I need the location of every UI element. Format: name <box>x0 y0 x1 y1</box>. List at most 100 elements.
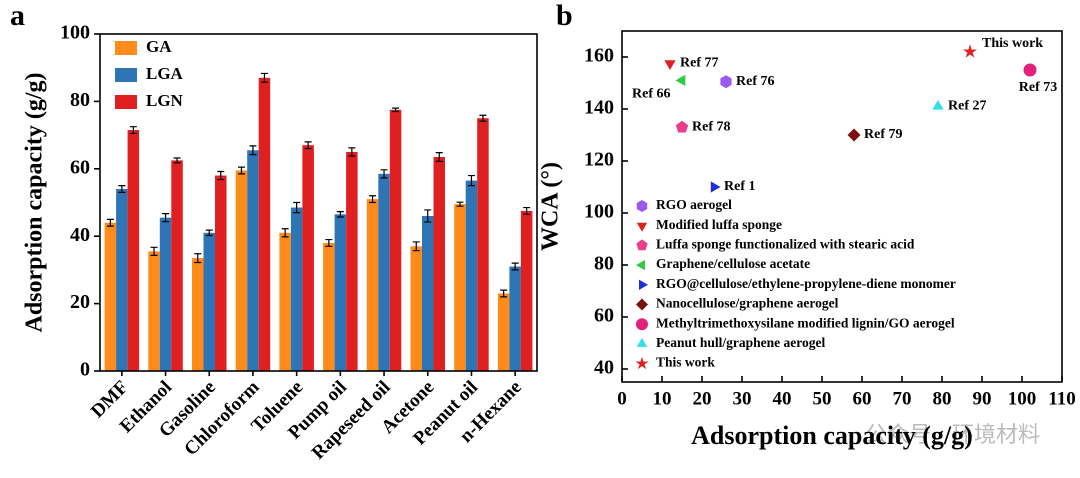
error-bar <box>237 166 245 175</box>
point <box>675 120 689 133</box>
x-tick-label: 50 <box>813 388 832 409</box>
point <box>675 74 686 86</box>
bar <box>465 180 478 371</box>
legend-label: RGO@cellulose/ethylene-propylene-diene m… <box>656 276 956 291</box>
plot-frame <box>621 30 1063 383</box>
point-label: Ref 66 <box>632 87 671 102</box>
bar <box>116 189 128 371</box>
y-tick-label: 0 <box>80 359 90 381</box>
bar <box>454 204 466 371</box>
error-bar <box>194 253 202 264</box>
error-bar <box>392 107 400 113</box>
legend-marker <box>636 239 648 251</box>
error-bar <box>281 228 289 238</box>
point-label: Ref 73 <box>1019 80 1058 95</box>
y-tick-label: 100 <box>584 201 614 223</box>
y-tick-label: 160 <box>584 45 614 67</box>
y-tick-label: 140 <box>584 97 614 119</box>
legend-marker <box>636 337 648 347</box>
error-bar <box>523 206 531 215</box>
bar <box>422 215 434 371</box>
point-label: Ref 77 <box>680 56 719 71</box>
legend-label: LGN <box>146 91 184 110</box>
error-bar <box>467 174 475 187</box>
legend-label: Methyltrimethoxysilane modified lignin/G… <box>656 315 955 330</box>
point-label: This work <box>982 36 1043 51</box>
error-bar <box>106 218 114 227</box>
point <box>710 181 721 193</box>
plot-frame <box>99 33 538 372</box>
y-tick-label: 20 <box>70 291 90 313</box>
bar <box>366 199 379 371</box>
error-bar <box>173 157 181 164</box>
legend-swatch <box>115 68 137 82</box>
bar <box>127 130 140 371</box>
x-tick-label: 0 <box>617 388 627 409</box>
legend-label: Luffa sponge functionalized with stearic… <box>656 236 915 251</box>
y-tick-label: 40 <box>594 357 614 379</box>
error-bar <box>205 229 213 237</box>
x-tick-label: 60 <box>853 388 872 409</box>
y-tick-label: 100 <box>60 22 90 44</box>
x-tick-label: 20 <box>693 388 712 409</box>
y-tick-label: 40 <box>70 224 90 246</box>
x-tick-label: 110 <box>1048 388 1075 409</box>
y-tick-label: 120 <box>584 149 614 171</box>
bar <box>159 217 172 371</box>
point-label: Ref 76 <box>736 74 775 89</box>
legend-marker <box>636 298 648 311</box>
y-tick-label: 60 <box>70 156 90 178</box>
legend-label: LGA <box>146 64 184 83</box>
y-tick-label: 60 <box>594 305 614 327</box>
error-bar <box>456 201 464 207</box>
watermark: 公众号 · 环境材料 <box>865 423 1040 448</box>
legend-swatch <box>115 95 137 109</box>
error-bar <box>150 246 158 257</box>
bar <box>410 246 422 371</box>
bar <box>323 242 335 371</box>
legend-swatch <box>115 41 137 55</box>
bar <box>378 173 390 371</box>
x-tick-label: 30 <box>733 388 752 409</box>
legend-label: RGO aerogel <box>656 197 732 212</box>
bar <box>215 175 227 371</box>
bar <box>433 157 445 371</box>
bar <box>235 170 248 371</box>
x-axis-label: Adsorption capacity (g/g) <box>691 421 973 450</box>
point-label: Ref 1 <box>724 179 756 194</box>
error-bar <box>336 210 344 218</box>
legend-label: Nanocellulose/graphene aerogel <box>656 296 839 311</box>
error-bar <box>260 72 268 83</box>
error-bar <box>369 195 377 204</box>
x-tick-label: 40 <box>773 388 792 409</box>
bar <box>346 151 358 371</box>
error-bar <box>412 241 420 252</box>
bar <box>258 77 271 371</box>
error-bar <box>293 201 301 214</box>
x-tick-label: 100 <box>1008 388 1037 409</box>
bar <box>247 150 259 371</box>
bar <box>334 214 347 371</box>
error-bar <box>435 152 443 162</box>
bar <box>290 207 303 371</box>
point <box>720 75 732 89</box>
bar <box>520 210 533 371</box>
y-axis-label: WCA (°) <box>538 162 564 251</box>
legend-marker <box>636 259 645 271</box>
legend-label: GA <box>146 37 172 56</box>
x-tick-label: 70 <box>893 388 912 409</box>
panel-label: b <box>556 0 573 32</box>
point-label: Ref 79 <box>864 127 903 142</box>
legend-label: This work <box>656 355 715 370</box>
point-label: Ref 78 <box>692 119 731 134</box>
bar <box>104 222 117 371</box>
error-bar <box>380 169 388 179</box>
bar <box>279 232 291 371</box>
bar <box>497 293 510 371</box>
legend-marker <box>635 356 649 370</box>
legend-marker <box>639 279 648 290</box>
bar <box>171 160 183 371</box>
y-axis-label: Adsorption capacity (g/g) <box>22 73 48 333</box>
y-tick-label: 80 <box>70 89 90 111</box>
